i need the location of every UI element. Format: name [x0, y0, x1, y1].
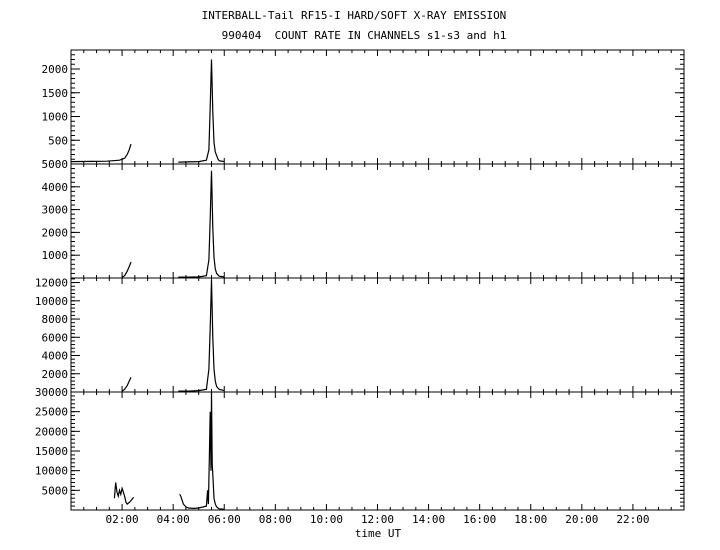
y-tick-label: 1500: [42, 87, 69, 100]
chart-subtitle: 990404 COUNT RATE IN CHANNELS s1-s3 and …: [221, 29, 507, 42]
series-s3-segment-1: [121, 377, 132, 392]
x-tick-label: 16:00: [463, 513, 496, 526]
x-tick-label: 12:00: [361, 513, 394, 526]
y-tick-label: 4000: [42, 181, 69, 194]
panel-frame: [70, 163, 685, 279]
series-h1-segment-2: [179, 391, 225, 510]
y-tick-label: 2000: [42, 368, 69, 381]
x-tick-label: 10:00: [310, 513, 343, 526]
panel-frame: [70, 49, 685, 165]
series-s2-segment-2: [178, 170, 225, 278]
y-tick-label: 2000: [42, 63, 69, 76]
y-tick-label: 5000: [42, 484, 69, 497]
y-tick-label: 10000: [35, 465, 68, 478]
series-s2-segment-1: [121, 261, 132, 278]
panel-s2: 1000 2000 3000 4000 5000: [42, 158, 685, 279]
panel-s1: 500 1000 1500 2000: [42, 49, 685, 165]
x-axis: 02:00 04:00 06:00 08:00 10:00 12:00 14:00 16:00…: [106, 513, 650, 526]
x-tick-label: 20:00: [565, 513, 598, 526]
chart-panels: 500 1000 1500 2000 1000 2000 3000 4000 5000 2000 4…: [35, 49, 685, 511]
y-tick-label: 12000: [35, 277, 68, 290]
y-tick-label: 3000: [42, 204, 69, 217]
x-axis-label: time UT: [355, 527, 402, 540]
series-h1-segment-1: [113, 482, 135, 505]
y-tick-label: 8000: [42, 313, 69, 326]
panel-h1: 5000 10000 15000 20000 25000 30000: [35, 386, 685, 511]
x-tick-label: 02:00: [106, 513, 139, 526]
x-tick-label: 14:00: [412, 513, 445, 526]
y-tick-label: 1000: [42, 111, 69, 124]
y-tick-label: 6000: [42, 331, 69, 344]
y-tick-label: 30000: [35, 386, 68, 399]
x-tick-label: 18:00: [514, 513, 547, 526]
panel-frame: [70, 277, 685, 393]
x-tick-label: 08:00: [259, 513, 292, 526]
x-tick-label: 06:00: [208, 513, 241, 526]
y-tick-label: 2000: [42, 226, 69, 239]
y-tick-label: 5000: [42, 158, 69, 171]
series-s3-segment-2: [178, 279, 225, 392]
panel-s3: 2000 4000 6000 8000 10000 12000: [35, 277, 685, 393]
y-tick-label: 25000: [35, 406, 68, 419]
y-tick-label: 20000: [35, 425, 68, 438]
y-tick-label: 10000: [35, 295, 68, 308]
y-tick-label: 4000: [42, 350, 69, 363]
y-tick-label: 15000: [35, 445, 68, 458]
series-s1-segment-1: [70, 143, 132, 163]
x-tick-label: 04:00: [157, 513, 190, 526]
series-s1-segment-2: [178, 59, 225, 163]
x-tick-label: 22:00: [616, 513, 649, 526]
y-tick-label: 1000: [42, 249, 69, 262]
chart-title: INTERBALL-Tail RF15-I HARD/SOFT X-RAY EM…: [201, 9, 507, 22]
panel-frame: [70, 391, 685, 511]
y-tick-label: 500: [48, 134, 68, 147]
